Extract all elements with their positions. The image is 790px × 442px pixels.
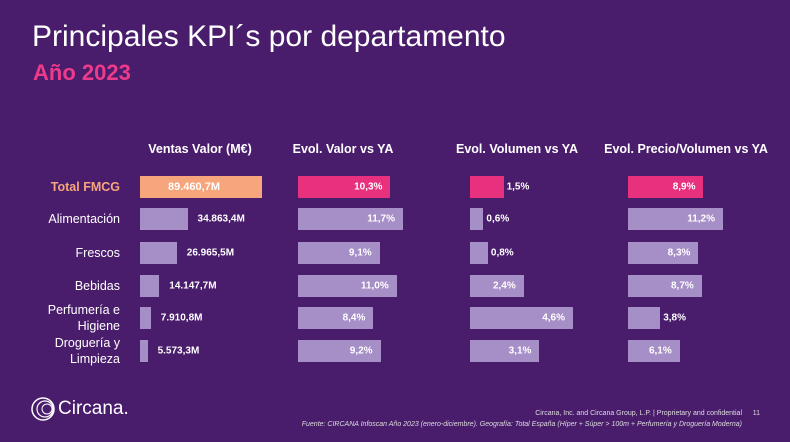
bar: [628, 340, 680, 362]
slide-title: Principales KPI´s por departamento: [32, 20, 506, 53]
bar: [628, 307, 661, 329]
value-label: 8,7%: [671, 280, 694, 292]
bar: [140, 275, 160, 297]
value-label: 89.460,7M: [168, 181, 220, 193]
bar: [628, 208, 723, 230]
bar: [298, 208, 403, 230]
bar: [298, 275, 397, 297]
bar: [298, 307, 374, 329]
bar: [628, 242, 699, 264]
logo-text: Circana.: [58, 398, 129, 419]
value-label: 3,1%: [508, 345, 532, 357]
bar: [298, 176, 391, 198]
bar: [470, 208, 484, 230]
value-label: 8,4%: [342, 312, 366, 324]
value-label: 3,8%: [663, 312, 687, 324]
bar: [470, 176, 504, 198]
bar: [298, 242, 380, 264]
value-label: 2,4%: [492, 280, 516, 292]
bar: [298, 340, 381, 362]
value-label: 0,6%: [486, 213, 510, 225]
value-label: 9,2%: [349, 345, 373, 357]
page-number: 11: [752, 410, 760, 417]
value-label: 8,9%: [672, 181, 696, 193]
source-note: Fuente: CIRCANA Infoscan Año 2023 (enero…: [301, 421, 742, 428]
bar: [470, 340, 540, 362]
category-label: Perfumería e Higiene: [47, 303, 120, 333]
category-label: Alimentación: [48, 212, 120, 226]
chart-title: Evol. Valor vs YA: [292, 142, 394, 156]
value-label: 6,1%: [648, 345, 672, 357]
category-label: Frescos: [75, 246, 120, 260]
bar: [140, 208, 188, 230]
value-label: 9,1%: [348, 247, 372, 259]
bar: [470, 307, 573, 329]
value-label: 14.147,7M: [169, 280, 217, 292]
value-label: 4,6%: [542, 312, 565, 324]
value-label: 0,8%: [490, 247, 514, 259]
bar: [140, 242, 177, 264]
bar: [140, 176, 262, 198]
value-label: 5.573,3M: [157, 345, 200, 357]
category-label: Droguería y Limpieza: [54, 336, 120, 366]
slide-subtitle: Año 2023: [33, 60, 131, 85]
category-label: Total FMCG: [50, 180, 120, 194]
value-label: 34.863,4M: [197, 213, 245, 225]
bar: [628, 275, 702, 297]
chart-title: Evol. Volumen vs YA: [455, 142, 579, 156]
bar: [140, 307, 151, 329]
value-label: 8,3%: [667, 247, 691, 259]
bar: [628, 176, 704, 198]
value-label: 7.910,8M: [160, 312, 203, 324]
value-label: 11,0%: [360, 280, 389, 292]
value-label: 26.965,5M: [186, 247, 235, 259]
chart-title: Ventas Valor (M€): [148, 142, 252, 156]
logo-icon: [31, 397, 55, 421]
chart-title: Evol. Precio/Volumen vs YA: [604, 142, 768, 156]
value-label: 11,2%: [687, 213, 715, 225]
bar: [470, 275, 524, 297]
category-label: Bebidas: [74, 279, 120, 293]
value-label: 11,7%: [367, 213, 395, 225]
bar: [140, 340, 148, 362]
bar: [470, 242, 488, 264]
value-label: 1,5%: [506, 181, 530, 193]
value-label: 10,3%: [354, 181, 383, 193]
footer: Circana, Inc. and Circana Group, L.P. | …: [535, 410, 742, 417]
